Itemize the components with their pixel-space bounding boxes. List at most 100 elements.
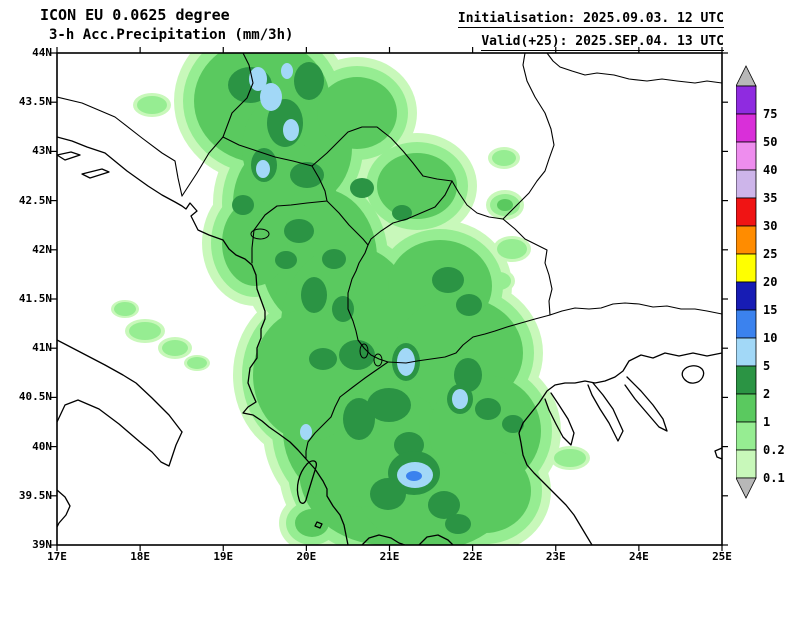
country-border — [451, 180, 504, 220]
lat-label: 42.5N — [18, 193, 52, 207]
lat-label: 43.5N — [18, 95, 52, 109]
lon-label: 20E — [296, 550, 317, 563]
precip-area-0.2 — [162, 340, 188, 356]
coastline — [624, 376, 668, 432]
country-border — [387, 314, 551, 364]
coastline — [57, 399, 183, 467]
colorbar-arrow-up — [736, 65, 757, 87]
precip-area-0.2 — [187, 357, 207, 369]
map-canvas — [51, 47, 728, 551]
coastline — [587, 382, 624, 442]
colorbar-label: 10 — [763, 331, 777, 345]
coastline — [57, 136, 349, 545]
country-border — [222, 136, 313, 167]
lat-label: 42N — [32, 242, 52, 256]
coastline — [57, 151, 81, 161]
precip-area-2 — [445, 514, 471, 534]
colorbar-segment — [736, 85, 757, 115]
coastline — [361, 534, 406, 545]
colorbar-segment — [736, 113, 757, 143]
precip-area-1 — [377, 153, 457, 219]
init-time-label: Initialisation: 2025.09.03. 12 UTC — [457, 11, 724, 28]
coastline — [314, 521, 323, 529]
lat-label: 39N — [32, 538, 52, 551]
lon-label: 21E — [379, 550, 400, 563]
precip-area-2 — [350, 178, 374, 198]
colorbar-segment — [736, 309, 757, 339]
precip-area-5 — [397, 348, 415, 376]
coastline-layer — [57, 136, 722, 545]
lakes-layer — [250, 228, 383, 367]
precip-area-1 — [222, 200, 288, 286]
precip-area-1 — [317, 77, 397, 149]
colorbar-label: 15 — [763, 303, 777, 317]
lon-label: 17E — [47, 550, 67, 563]
lon-label: 25E — [712, 550, 732, 563]
header-left: ICON EU 0.0625 degree 3-h Acc.Precipitat… — [40, 6, 293, 43]
colorbar-label: 35 — [763, 191, 777, 205]
coastline — [57, 339, 183, 433]
colorbar-segment — [736, 225, 757, 255]
colorbar: 75 50 40 35 30 25 20 15 10 5 2 1 0.2 0.1 — [736, 65, 785, 499]
coastline — [681, 365, 705, 384]
colorbar-label: 20 — [763, 275, 777, 289]
precip-area-2 — [322, 249, 346, 269]
precip-area-2 — [301, 277, 327, 313]
lon-label: 19E — [213, 550, 234, 563]
precip-area-2 — [475, 398, 501, 420]
precip-area-5 — [452, 389, 468, 409]
colorbar-segment — [736, 421, 757, 451]
precip-area-2 — [339, 340, 375, 370]
lon-label: 18E — [130, 550, 151, 563]
precip-area-1 — [295, 509, 329, 537]
precip-area-10 — [406, 471, 422, 481]
coastline — [81, 168, 110, 179]
axis-ticks — [51, 47, 728, 551]
precip-area-2 — [428, 491, 460, 519]
precip-area-0.2 — [497, 239, 527, 259]
precip-area-5 — [256, 160, 270, 178]
precip-area-2 — [309, 348, 337, 370]
country-border — [57, 96, 183, 197]
coastline — [57, 489, 71, 528]
precip-area-2 — [284, 219, 314, 243]
borders-layer — [57, 53, 722, 460]
country-border — [311, 126, 453, 182]
precip-area-1 — [497, 199, 513, 211]
precip-area-2 — [275, 251, 297, 269]
country-border — [367, 180, 453, 246]
colorbar-label: 25 — [763, 247, 777, 261]
lat-label: 41N — [32, 341, 52, 355]
lon-label: 24E — [628, 550, 649, 563]
colorbar-segment — [736, 449, 757, 479]
colorbar-segment — [736, 141, 757, 171]
coastline — [714, 447, 722, 460]
colorbar-label: 5 — [763, 359, 770, 373]
precip-area-2 — [432, 267, 464, 293]
lake-outline — [359, 343, 369, 359]
parameter-title: 3-h Acc.Precipitation (mm/3h) — [49, 27, 294, 43]
country-border — [546, 53, 722, 84]
precip-area-2 — [343, 398, 375, 440]
colorbar-segment — [736, 169, 757, 199]
colorbar-segment — [736, 253, 757, 283]
lat-label: 44N — [32, 46, 52, 59]
colorbar-segment — [736, 393, 757, 423]
lake-outline — [250, 228, 270, 240]
header-right: Initialisation: 2025.09.03. 12 UTC Valid… — [457, 7, 724, 53]
precip-area-2 — [392, 205, 412, 221]
coastline — [418, 534, 454, 545]
country-border — [326, 200, 389, 363]
precip-area-2 — [454, 358, 482, 392]
precip-area-2 — [502, 415, 524, 433]
country-border — [222, 53, 254, 138]
colorbar-label: 0.1 — [763, 471, 785, 485]
precip-area-2 — [456, 294, 482, 316]
precip-area-5 — [249, 67, 267, 91]
lat-label: 40.5N — [18, 390, 52, 404]
coastline — [296, 460, 318, 504]
precip-area-5 — [260, 83, 282, 111]
precip-area-2 — [232, 195, 254, 215]
lat-label: 40N — [32, 439, 52, 453]
precip-area-5 — [281, 63, 293, 79]
